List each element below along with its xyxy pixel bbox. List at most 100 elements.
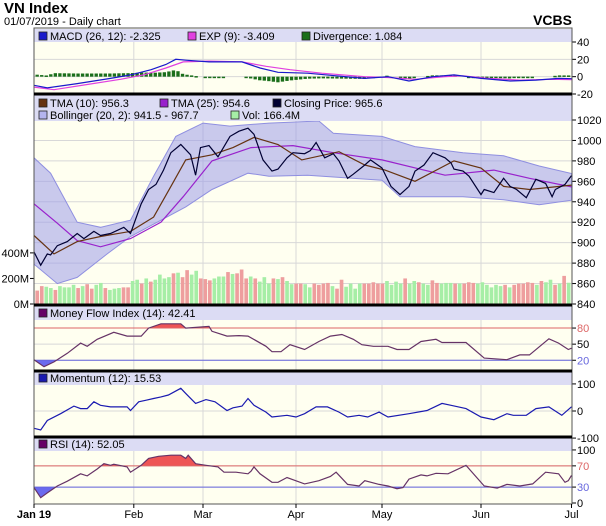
volume-bar (198, 278, 203, 304)
mom-tick-label: -100 (577, 433, 599, 445)
volume-bar (148, 281, 153, 304)
volume-bar (135, 279, 139, 304)
volume-bar (421, 283, 426, 304)
volume-bar (562, 275, 566, 304)
divergence-bar (326, 76, 330, 79)
divergence-bar (298, 76, 303, 80)
divergence-bar (308, 76, 312, 79)
volume-bar (289, 284, 294, 304)
legend-label: Closing Price: 965.6 (284, 98, 382, 110)
volume-bar (76, 288, 80, 304)
legend-label: RSI (14): 52.05 (50, 439, 125, 451)
chart-subtitle: 01/07/2019 - Daily chart (4, 16, 121, 28)
volume-bar (539, 281, 544, 304)
divergence-bar (485, 76, 489, 79)
legend-swatch (38, 439, 48, 449)
volume-bar (362, 283, 367, 304)
volume-bar (162, 278, 167, 304)
divergence-bar (512, 76, 516, 79)
volume-bar (267, 283, 271, 304)
rsi-legend-item: RSI (14): 52.05 (38, 439, 125, 451)
divergence-bar (285, 76, 289, 81)
divergence-bar (426, 75, 430, 78)
volume-bar (285, 281, 289, 304)
volume-bar (98, 282, 103, 304)
divergence-bar (317, 76, 321, 79)
volume-bar (330, 286, 335, 304)
macd-legend-item: MACD (26, 12): -2.325 (38, 31, 161, 43)
volume-bar (557, 283, 562, 304)
mfi-oversold-fill (34, 360, 57, 367)
price-tick-label: 960 (577, 176, 595, 188)
macd-tick-label: 20 (577, 54, 589, 66)
volume-bar (485, 284, 489, 304)
volume-bar (239, 269, 244, 304)
x-tick-label: May (372, 509, 393, 521)
volume-bar (366, 283, 371, 304)
mfi-legend-band (34, 306, 572, 320)
volume-bar (257, 281, 262, 304)
divergence-bar (494, 76, 498, 79)
legend-swatch (301, 31, 311, 41)
divergence-bar (398, 76, 403, 79)
x-tick-label: Mar (194, 509, 213, 521)
volume-bar (171, 273, 176, 304)
volume-bar (212, 278, 217, 304)
volume-bar (448, 282, 453, 304)
volume-bar (494, 284, 498, 304)
volume-bar (480, 282, 485, 304)
macd-tick-label: 0 (577, 72, 583, 84)
legend-swatch (187, 31, 197, 41)
price-legend-item: TMA (25): 954.6 (159, 98, 250, 110)
price-tick-label: 980 (577, 156, 595, 168)
divergence-bar (271, 76, 276, 82)
divergence-bar (521, 76, 525, 79)
volume-bar (544, 282, 548, 304)
chart-layer: 40 20 0 -20 MACD (26, 12): -2.325 EXP (9): -3… (1, 27, 601, 521)
divergence-bar (303, 76, 307, 79)
divergence-bar (85, 73, 89, 77)
divergence-bar (280, 76, 285, 82)
mfi-tick-label: 80 (577, 323, 589, 335)
price-tick-label: 940 (577, 197, 595, 209)
divergence-bar (135, 72, 139, 77)
volume-bar (466, 282, 471, 304)
divergence-bar (158, 72, 162, 77)
volume-bar (403, 278, 407, 304)
volume-bar (412, 281, 417, 304)
divergence-bar (335, 76, 339, 79)
divergence-bar (294, 76, 298, 80)
volume-bar (489, 287, 494, 304)
legend-label: TMA (25): 954.6 (171, 98, 250, 110)
rsi-line (33, 454, 573, 499)
volume-bar (535, 284, 539, 304)
divergence-bar (516, 76, 521, 79)
volume-bar (398, 283, 403, 304)
divergence-bar (321, 76, 326, 79)
mom-line (33, 387, 572, 431)
divergence-bar (467, 76, 471, 79)
divergence-bar (430, 75, 435, 77)
legend-swatch (38, 98, 48, 108)
divergence-bar (244, 76, 248, 79)
volume-bar (357, 283, 362, 304)
divergence-bar (90, 73, 94, 77)
volume-bar (62, 287, 67, 304)
divergence-bar (566, 75, 571, 77)
x-tick-label: Jan 19 (17, 509, 51, 521)
rsi-tick-label: 30 (577, 482, 589, 494)
volume-bar (221, 276, 226, 304)
volume-bar (326, 282, 330, 304)
price-tick-label: 880 (577, 258, 595, 270)
volume-bar (371, 282, 376, 304)
volume-bar (203, 279, 208, 304)
closing-price-line (34, 127, 572, 267)
price-legend-item: Bollinger (20, 2): 941.5 - 967.7 (38, 110, 199, 122)
volume-bar (85, 284, 90, 304)
brand-label: VCBS (533, 12, 572, 28)
divergence-bar (221, 76, 226, 79)
volume-bar (566, 282, 571, 304)
divergence-bar (153, 72, 157, 77)
volume-bar (453, 283, 457, 304)
volume-bar (348, 283, 353, 304)
